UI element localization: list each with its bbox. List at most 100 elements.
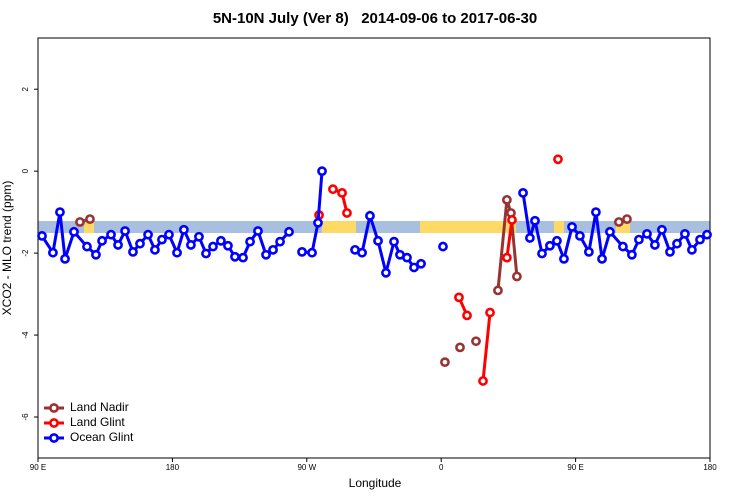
x-tick-label: 90 E [30,463,46,472]
data-point [216,235,226,246]
data-point [454,292,464,303]
data-point [485,307,495,318]
data-point [552,235,562,246]
data-point [597,253,607,264]
data-point [150,244,160,255]
x-tick-label: 180 [166,463,180,472]
data-point [313,217,323,228]
chart-title: 5N-10N July (Ver 8) 2014-09-06 to 2017-0… [213,10,537,27]
data-point [657,224,667,235]
data-point [230,251,240,262]
data-point [275,236,285,247]
data-point [91,249,101,260]
data-point [626,249,637,260]
series-line [496,199,519,291]
legend-label: Ocean Glint [70,430,134,444]
data-point [253,226,263,236]
data-point [381,267,391,278]
data-point [75,217,85,227]
data-point [493,285,503,296]
data-point [37,231,47,241]
data-point [261,249,271,260]
data-point [518,187,528,198]
data-point [462,310,472,321]
data-point [440,357,450,368]
legend-label: Land Glint [70,415,125,429]
x-tick-label: 90 W [297,463,316,472]
data-point [622,214,632,225]
data-point [128,246,138,257]
data-point [317,166,327,177]
data-point [575,231,585,241]
data-point [537,248,547,259]
data-point [342,208,352,218]
data-point [365,210,375,221]
y-tick-label: -4 [21,331,30,339]
data-point [507,215,517,225]
data-point [672,238,682,249]
data-point [85,214,95,225]
data-point [113,240,123,250]
series-line [354,210,422,274]
x-axis-label: Longitude [349,476,402,490]
data-point [687,244,697,255]
legend-label: Land Nadir [70,400,129,414]
data-point [186,240,196,250]
data-point [357,247,367,258]
data-point [567,221,577,232]
data-point [438,241,448,252]
data-point [164,229,174,240]
data-point [471,336,481,347]
data-point [402,252,412,263]
data-point [178,224,189,235]
data-point [583,246,594,257]
y-tick-label: 2 [21,86,30,91]
data-point [172,247,182,258]
data-point [120,226,130,236]
y-axis-label: XCO2 - MLO trend (ppm) [0,181,14,316]
y-tick-label: -2 [21,249,30,257]
data-point [245,236,255,247]
data-point [512,271,522,282]
data-point [702,229,712,240]
data-point [530,215,540,226]
series-line [505,219,514,258]
data-point [559,253,569,264]
data-point [545,240,555,251]
data-point [455,342,465,353]
data-point [680,228,690,239]
data-point [60,253,70,264]
data-point [82,241,92,252]
data-point [143,229,153,240]
data-point [373,235,383,246]
data-point [591,207,601,218]
data-point [389,236,399,247]
legend-marker [49,418,59,428]
data-point [553,154,563,165]
data-point [284,226,294,237]
series-line [481,312,492,382]
data-point [106,229,116,240]
land-band [84,221,94,233]
data-point [665,246,675,257]
data-point [55,207,65,218]
series-line [301,171,324,255]
y-tick-label: -6 [21,413,30,421]
y-tick-label: 0 [21,168,30,173]
data-point [634,234,644,245]
data-point [614,217,624,227]
data-point [135,238,145,249]
data-point [416,258,426,269]
data-point [194,231,204,242]
data-point [642,228,652,239]
data-point [48,247,58,258]
x-tick-label: 180 [703,463,717,472]
data-point [409,262,419,273]
data-point [238,252,248,263]
data-point [502,194,512,205]
data-point [649,240,660,250]
land-band [554,221,564,233]
data-point [525,233,535,243]
x-tick-label: 90 E [567,463,583,472]
data-point [268,244,278,255]
